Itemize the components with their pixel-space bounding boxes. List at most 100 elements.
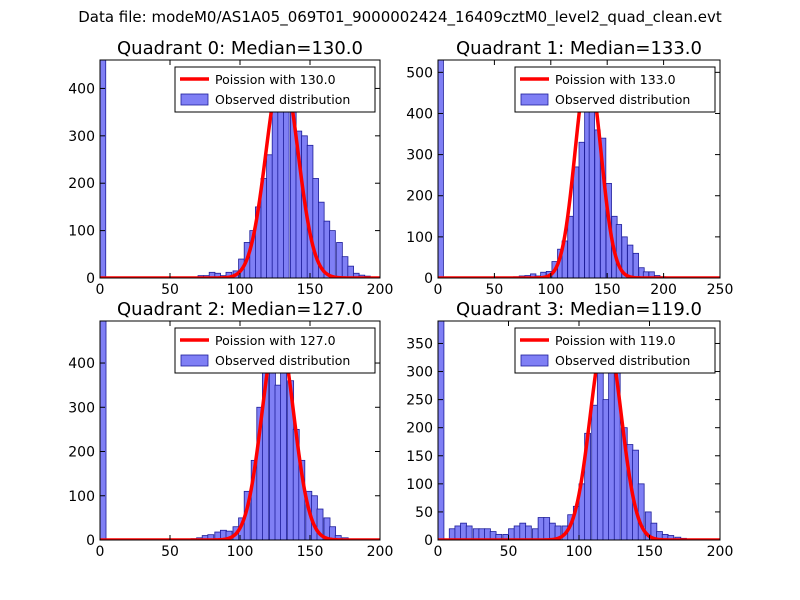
- quadrant-2-panel: 0 50 100 150 200 0 100 200 300 400 Quadrant 2: Med…: [68, 299, 393, 560]
- quadrant-0-xtick-label: 150: [297, 282, 324, 298]
- quadrant-2-xtick-label: 200: [367, 544, 394, 560]
- quadrant-1-xtick-label: 100: [537, 282, 564, 298]
- quadrant-3-xtick-label: 200: [707, 544, 734, 560]
- quadrant-3-ytick-label: 150: [406, 449, 433, 465]
- quadrant-0-legend-observed-label: Observed distribution: [215, 92, 350, 107]
- quadrant-0-bar: [341, 256, 349, 278]
- quadrant-3-title: Quadrant 3: Median=119.0: [456, 299, 702, 320]
- quadrant-1-axes-frame: [437, 59, 721, 279]
- quadrant-1-ytick-label: 0: [424, 271, 433, 287]
- quadrant-0-legend-poisson-label: Poission with 130.0: [215, 72, 336, 87]
- quadrant-0-bar: [323, 220, 331, 278]
- quadrant-3-bar: [596, 371, 604, 540]
- quadrant-0-ytick-label: 400: [68, 81, 95, 97]
- quadrant-1-title: Quadrant 1: Median=133.0: [456, 38, 702, 59]
- quadrant-2-ytick-label: 100: [68, 489, 95, 505]
- quadrant-2-ytick-label: 200: [68, 445, 95, 461]
- quadrant-3-bar: [591, 404, 599, 540]
- quadrant-1-ytick-label: 200: [406, 189, 433, 205]
- quadrant-1-poisson-curve: [438, 68, 720, 278]
- quadrant-1-bar: [572, 166, 580, 278]
- quadrant-0-xtick-label: 100: [227, 282, 254, 298]
- quadrant-3-bar: [460, 522, 467, 540]
- quadrant-0-plot-area: [100, 60, 380, 278]
- quadrant-3-bar: [525, 525, 532, 540]
- quadrant-3-bar: [513, 525, 521, 540]
- quadrant-1-legend-observed-label: Observed distribution: [555, 92, 690, 107]
- quadrant-3-bar: [465, 525, 473, 540]
- quadrant-2-xtick-label: 150: [297, 544, 324, 560]
- quadrant-2-ytick-label: 0: [86, 533, 95, 549]
- quadrant-2-legend-poisson-label: Poission with 127.0: [215, 333, 336, 348]
- quadrant-2-bar: [280, 349, 288, 540]
- quadrant-3-bar: [543, 517, 551, 540]
- quadrant-0-legend-patch: [180, 93, 209, 106]
- quadrant-0-bar: [271, 97, 279, 278]
- quadrant-3-bar: [438, 321, 445, 540]
- quadrant-3-bar: [608, 371, 615, 540]
- quadrant-1-bar: [588, 96, 595, 278]
- quadrant-3-bar: [495, 533, 503, 540]
- quadrant-3-ytick-label: 350: [406, 336, 433, 352]
- quadrant-0-bar: [336, 242, 343, 278]
- quadrant-0-xtick-label: 0: [96, 282, 105, 298]
- quadrant-0-bar: [306, 144, 314, 278]
- quadrant-1-bar: [627, 244, 634, 278]
- quadrant-3-panel: 0 50 100 150 200 0 50 100 150 200 250 300 350 Quadran…: [406, 299, 733, 560]
- quadrant-2-bar: [100, 321, 107, 540]
- quadrant-1-bar: [578, 141, 585, 278]
- quadrant-1-ytick-label: 300: [406, 148, 433, 164]
- quadrant-2-bar: [207, 534, 215, 540]
- quadrant-1-legend-patch: [520, 93, 549, 106]
- quadrant-0-bar: [329, 230, 336, 278]
- quadrant-1-ytick-label: 500: [406, 65, 433, 81]
- quadrant-0-bar: [266, 154, 273, 278]
- quadrant-3-ytick-label: 200: [406, 421, 433, 437]
- quadrant-0-ytick-label: 100: [68, 224, 95, 240]
- quadrant-3-bar: [602, 399, 610, 540]
- quadrant-2-xtick-label: 100: [227, 544, 254, 560]
- quadrant-2-xtick-label: 0: [96, 544, 105, 560]
- quadrant-3-bar: [537, 517, 545, 540]
- quadrant-2-title: Quadrant 2: Median=127.0: [117, 299, 363, 320]
- quadrant-0-ytick-label: 0: [86, 271, 95, 287]
- quadrant-3-legend-poisson-label: Poission with 119.0: [555, 333, 676, 348]
- quadrant-1-bar: [648, 271, 655, 278]
- quadrant-0-ytick-label: 200: [68, 176, 95, 192]
- quadrant-2-legend-patch: [180, 354, 209, 367]
- quadrant-3-xtick-label: 150: [636, 544, 663, 560]
- quadrant-0-legend-box: [174, 66, 376, 113]
- quadrant-1-xtick-label: 50: [485, 282, 503, 298]
- quadrant-2-ytick-label: 400: [68, 356, 95, 372]
- quadrant-1-xtick-label: 150: [594, 282, 621, 298]
- quadrant-1-panel: 0 50 100 150 200 250 0 100 200 300 400 500 Quadrant …: [406, 38, 733, 298]
- quadrant-3-xtick-label: 100: [566, 544, 593, 560]
- quadrant-2-bar: [316, 508, 324, 540]
- quadrant-1-bar: [438, 60, 444, 278]
- quadrant-0-xtick-label: 200: [367, 282, 394, 298]
- quadrant-2-bar: [329, 526, 337, 540]
- quadrant-3-legend-observed-label: Observed distribution: [555, 353, 690, 368]
- quadrant-1-bar: [567, 215, 574, 278]
- figure-title: Data file: modeM0/AS1A05_069T01_90000024…: [78, 8, 722, 26]
- quadrant-1-xtick-label: 200: [650, 282, 677, 298]
- quadrant-3-ytick-label: 0: [424, 533, 433, 549]
- quadrant-1-ytick-label: 100: [406, 230, 433, 246]
- quadrant-0-bar: [100, 60, 107, 278]
- quadrant-3-bar: [554, 525, 562, 540]
- quadrant-3-legend-patch: [520, 354, 549, 367]
- quadrant-3-ytick-label: 50: [415, 505, 433, 521]
- quadrant-0-poisson-curve: [100, 67, 380, 278]
- quadrant-1-ytick-label: 400: [406, 106, 433, 122]
- quadrant-3-xtick-label: 0: [434, 544, 443, 560]
- quadrant-1-xtick-label: 250: [707, 282, 734, 298]
- quadrant-3-xtick-label: 50: [500, 544, 518, 560]
- quadrant-0-xtick-label: 50: [161, 282, 179, 298]
- quadrant-1-xtick-label: 0: [434, 282, 443, 298]
- quadrant-0-title: Quadrant 0: Median=130.0: [117, 38, 363, 59]
- quadrant-3-bar: [519, 522, 527, 540]
- quadrant-0-panel: 0 50 100 150 200 0 100 200 300 400 Quadrant 0: Med…: [68, 38, 393, 298]
- quadrant-3-ytick-label: 250: [406, 393, 433, 409]
- quadrant-1-legend-poisson-label: Poission with 133.0: [555, 72, 676, 87]
